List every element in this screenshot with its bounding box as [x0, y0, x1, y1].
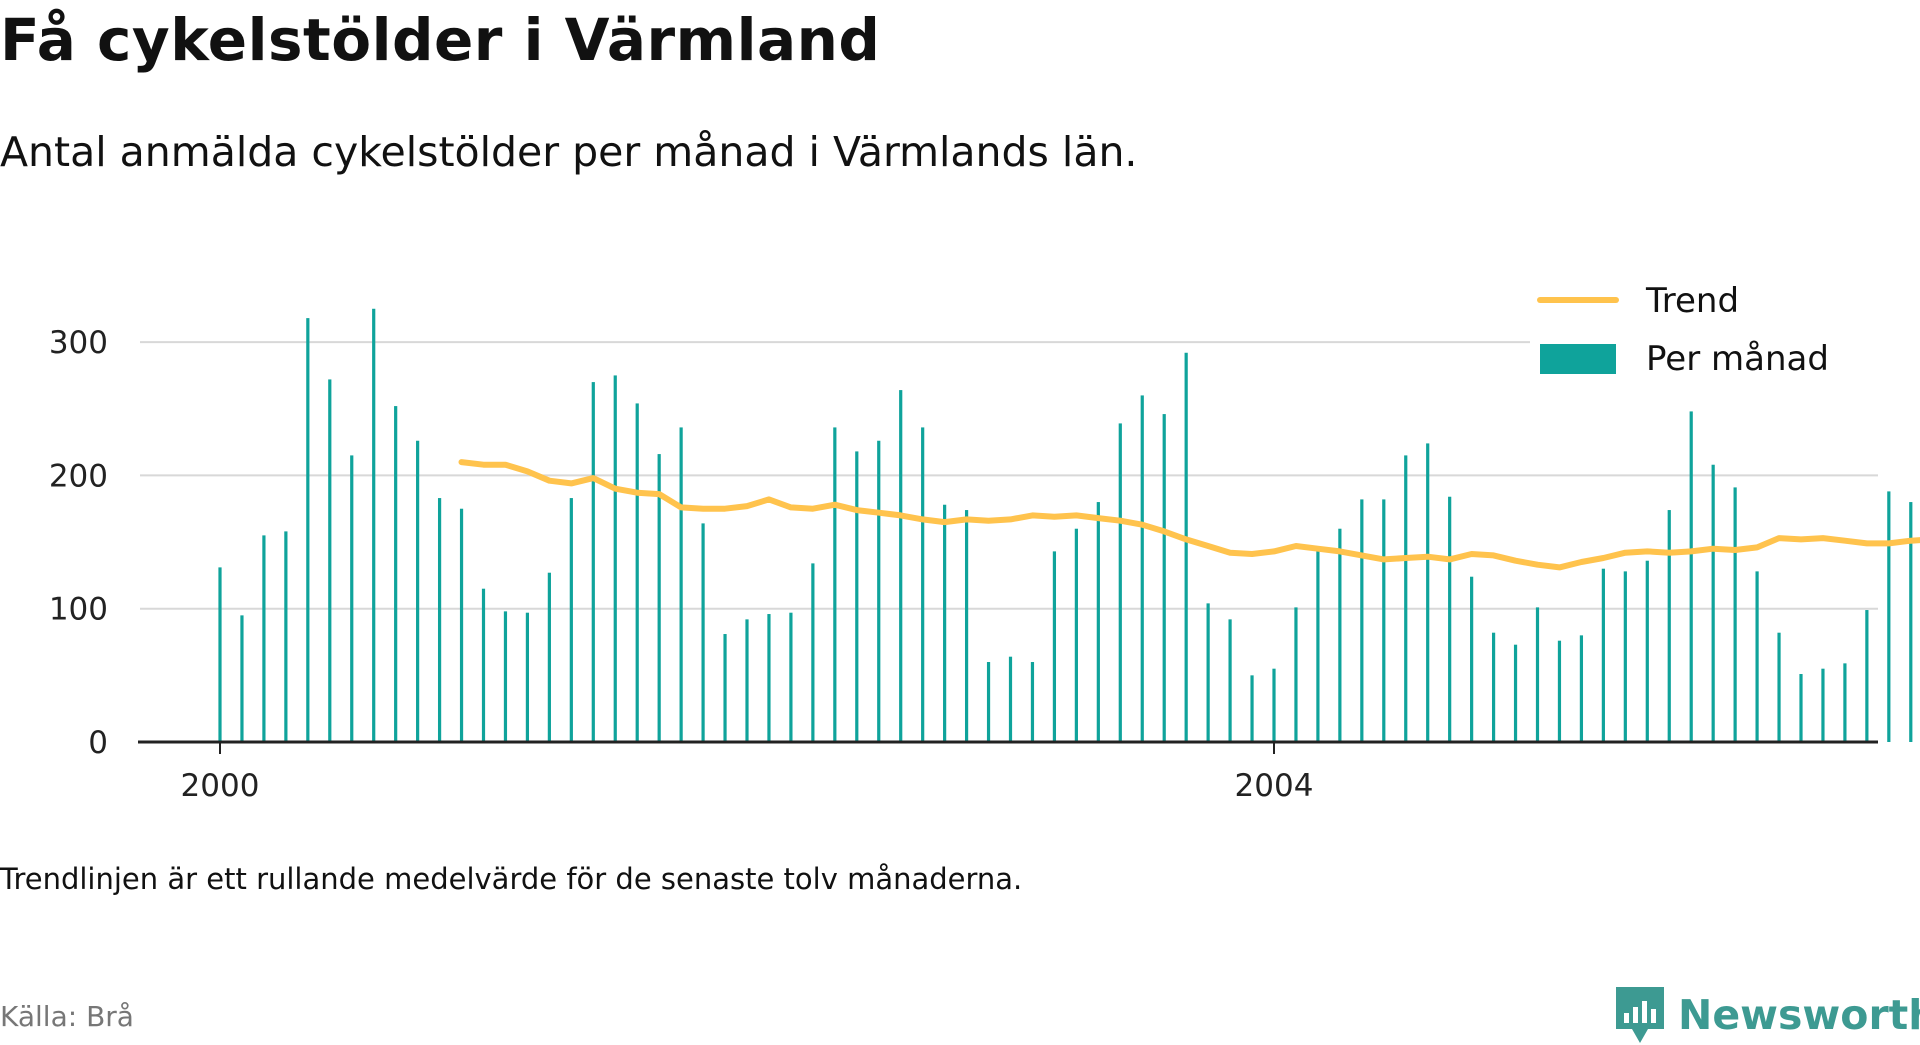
bar — [1272, 669, 1275, 742]
footnote: Trendlinjen är ett rullande medelvärde f… — [0, 862, 1022, 896]
x-tick-label: 2000 — [181, 768, 260, 804]
bar — [1426, 443, 1429, 742]
bar — [1865, 610, 1868, 742]
newsworthy-logo-icon — [1614, 985, 1666, 1045]
bar — [899, 390, 902, 742]
bar — [1734, 487, 1737, 742]
bar — [350, 455, 353, 742]
bar — [1294, 607, 1297, 742]
bar — [701, 523, 704, 742]
bar — [1119, 423, 1122, 742]
bar — [482, 589, 485, 742]
bar — [306, 318, 309, 742]
source-credit: Källa: Brå — [0, 1000, 134, 1033]
legend-bar-label: Per månad — [1646, 339, 1829, 379]
legend-bar-swatch — [1540, 344, 1616, 374]
bar — [767, 614, 770, 742]
bar — [680, 427, 683, 742]
bar — [1492, 633, 1495, 742]
newsworthy-logo: Newsworthy — [1614, 985, 1920, 1045]
bar — [1536, 607, 1539, 742]
bar — [965, 510, 968, 742]
bar — [328, 379, 331, 742]
bar — [438, 498, 441, 742]
bar — [1580, 635, 1583, 742]
bar — [636, 403, 639, 742]
bar — [1141, 395, 1144, 742]
bar — [526, 613, 529, 742]
bar — [1009, 657, 1012, 742]
bar — [723, 634, 726, 742]
bar — [1360, 499, 1363, 742]
bar — [218, 567, 221, 742]
bar — [1053, 551, 1056, 742]
bar — [1097, 502, 1100, 742]
y-tick-label: 100 — [49, 592, 108, 628]
y-tick-label: 200 — [49, 458, 108, 494]
bar — [592, 382, 595, 742]
legend-trend-label: Trend — [1645, 281, 1739, 321]
bar — [1624, 571, 1627, 742]
bar — [262, 535, 265, 742]
bar — [240, 615, 243, 742]
bar — [811, 563, 814, 742]
bar — [1777, 633, 1780, 742]
bar — [745, 619, 748, 742]
bar — [1207, 603, 1210, 742]
bar — [1799, 674, 1802, 742]
bar — [1404, 455, 1407, 742]
bar — [372, 309, 375, 742]
bar — [1755, 571, 1758, 742]
bar — [614, 375, 617, 742]
bar — [1075, 529, 1078, 742]
bar — [1602, 569, 1605, 742]
bar — [1470, 577, 1473, 742]
y-tick-label: 300 — [49, 325, 108, 361]
bar — [460, 509, 463, 742]
bar — [921, 427, 924, 742]
bar — [877, 441, 880, 742]
bar — [1887, 491, 1890, 742]
bar — [1668, 510, 1671, 742]
bar — [1821, 669, 1824, 742]
bar — [943, 505, 946, 742]
y-tick-label: 0 — [88, 725, 108, 761]
bar — [1448, 497, 1451, 742]
x-tick-label: 2004 — [1235, 768, 1314, 804]
bar — [394, 406, 397, 742]
brand-name: Newsworthy — [1678, 991, 1920, 1039]
bar — [833, 427, 836, 742]
bar — [1843, 663, 1846, 742]
bar — [1690, 411, 1693, 742]
bar — [789, 613, 792, 742]
bar — [855, 451, 858, 742]
bar — [1338, 529, 1341, 742]
bar — [987, 662, 990, 742]
bar — [1031, 662, 1034, 742]
bar — [1250, 675, 1253, 742]
bar — [284, 531, 287, 742]
bar — [1185, 353, 1188, 742]
bar — [548, 573, 551, 742]
bar — [1316, 550, 1319, 742]
bar — [1228, 619, 1231, 742]
bar — [1382, 499, 1385, 742]
bar — [570, 498, 573, 742]
bar — [1646, 561, 1649, 742]
bar — [416, 441, 419, 742]
gridlines — [140, 342, 1878, 609]
legend: Trend Per månad — [1530, 281, 1882, 379]
bar — [1163, 414, 1166, 742]
bar — [1712, 465, 1715, 742]
bar — [504, 611, 507, 742]
bar — [1558, 641, 1561, 742]
bar — [1514, 645, 1517, 742]
